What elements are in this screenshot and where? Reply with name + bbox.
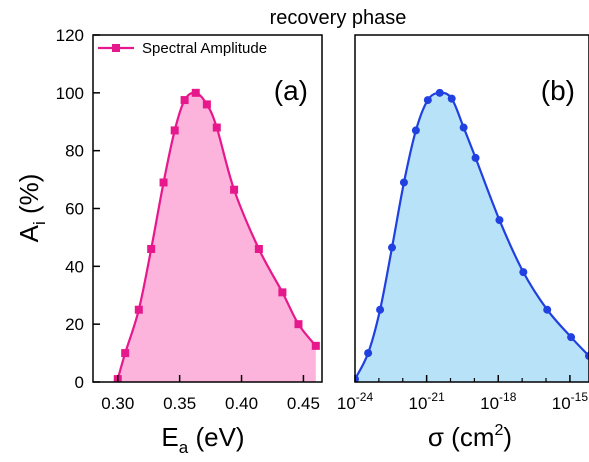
y-tick-label: 120 [56,26,84,45]
data-point [212,123,221,132]
panel-a-x-title-sub: a [179,438,189,457]
y-axis-ticks: 0 20 40 60 80 100 120 [56,26,100,392]
panel-a-x-title-main: E [161,422,178,452]
y-axis-title-sub: i [30,221,49,225]
panel-a-x-axis-title: Ea (eV) [161,422,244,457]
x-tick-label: 10-24 [337,390,374,413]
data-point [134,305,143,314]
area-fill [117,92,316,382]
legend: Spectral Amplitude [98,40,267,57]
x-tick-label: 0.40 [225,394,258,413]
plot-area [113,88,320,382]
data-point [447,94,456,103]
x-tick-label: 0.35 [163,394,196,413]
x-tick-label: 10-21 [408,390,445,413]
data-point [294,320,303,329]
data-point [495,216,504,225]
x-tick-label: 10-18 [480,390,517,413]
data-point [519,268,528,277]
series-line [355,91,589,380]
y-tick-label: 40 [65,257,84,276]
panel-label: (b) [541,75,575,106]
y-tick-label: 100 [56,84,84,103]
panel-b-x-title-unit: ) [503,422,512,452]
area-fill [355,92,589,382]
x-tick-label: 0.30 [101,394,134,413]
y-axis-title-unit: (%) [14,174,44,222]
data-point [435,88,444,97]
data-point [191,88,200,97]
x-tick-label: 0.45 [287,394,320,413]
data-point [543,305,552,314]
panel-b-x-axis-title: σ (cm2) [428,422,512,452]
legend-marker [112,44,120,52]
data-point [278,288,287,297]
plot-area [355,88,589,382]
data-point [121,349,130,358]
y-axis-title-main: A [14,224,44,242]
data-point [254,244,263,253]
panel-b-x-title-sup: 2 [495,422,504,439]
legend-label: Spectral Amplitude [142,40,267,57]
data-point [170,126,179,135]
data-point [159,178,168,187]
data-point [471,153,480,162]
data-point [567,333,576,342]
data-point [376,305,385,314]
data-point [459,123,468,132]
panel-label: (a) [274,75,308,106]
y-tick-label: 20 [65,315,84,334]
plot-frame [354,34,589,383]
data-point [147,244,156,253]
y-tick-label: 60 [65,200,84,219]
data-point [388,243,397,252]
data-point [311,341,320,350]
data-point [411,126,420,135]
data-point [180,96,189,105]
panel-a: 0.30 0.35 0.40 0.45 (a) Spectral Amplitude [92,34,323,413]
data-point [423,96,432,105]
data-point [230,185,239,194]
data-point [202,100,211,109]
plot-frame [92,34,323,383]
data-point [585,351,589,360]
panel-b: 10-24 10-21 10-18 10-15 (b) [337,34,589,413]
data-point [355,375,359,382]
panel-a-x-title-unit: (eV) [188,422,244,452]
y-tick-label: 0 [75,373,84,392]
panel-b-x-title-main: σ (cm [428,422,495,452]
y-tick-label: 80 [65,142,84,161]
x-tick-label: 10-15 [552,390,589,413]
figure-title: recovery phase [270,7,407,29]
data-point [364,349,373,358]
data-point [399,178,408,187]
y-axis-title: Ai (%) [14,174,49,243]
